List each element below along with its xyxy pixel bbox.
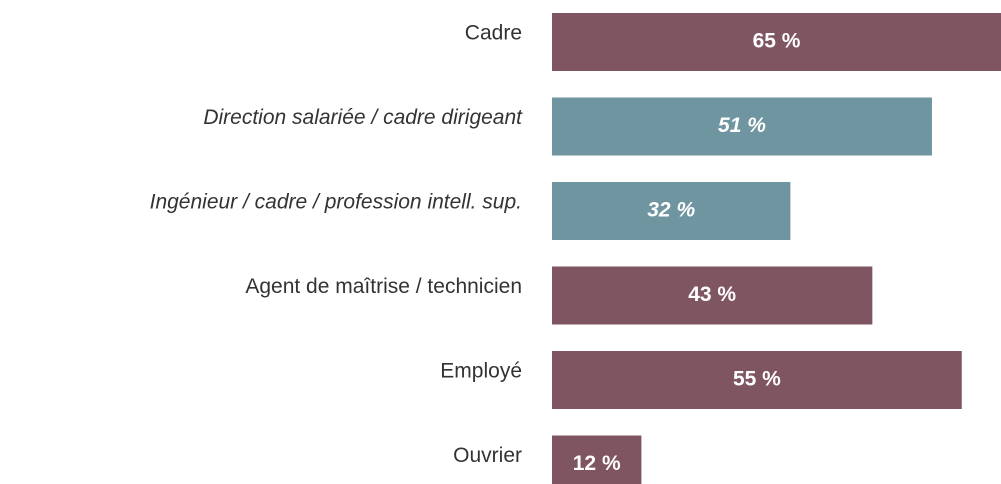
category-label: Employé (440, 360, 522, 383)
value-label: 55 % (733, 368, 781, 391)
value-label: 12 % (573, 452, 621, 475)
value-label: 65 % (753, 30, 801, 53)
value-label: 51 % (718, 114, 766, 137)
category-label: Direction salariée / cadre dirigeant (203, 106, 523, 129)
bar (552, 266, 873, 325)
bar (552, 97, 932, 156)
bar (552, 182, 791, 240)
bar (552, 435, 642, 484)
bar (552, 351, 962, 409)
category-label: Agent de maîtrise / technicien (245, 275, 522, 298)
category-label: Ingénieur / cadre / profession intell. s… (150, 191, 522, 214)
value-label: 32 % (647, 199, 695, 222)
category-label: Cadre (465, 22, 522, 45)
bar (552, 13, 1001, 71)
value-label: 43 % (688, 283, 736, 306)
category-label: Ouvrier (453, 444, 522, 467)
